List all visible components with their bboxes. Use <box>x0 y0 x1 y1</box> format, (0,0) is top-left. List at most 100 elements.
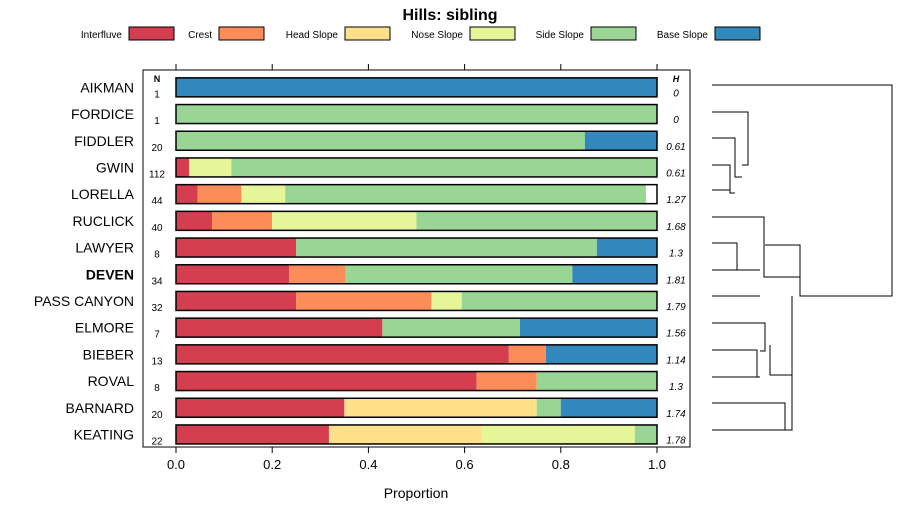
bar-segment-pass-canyon-nose-slope <box>431 291 462 311</box>
chart-title: Hills: sibling <box>402 7 497 24</box>
n-value-elmore: 7 <box>154 330 160 341</box>
bar-segment-barnard-base-slope <box>560 398 657 418</box>
legend-swatch-interfluve <box>128 26 175 41</box>
bar-segment-elmore-interfluve <box>176 318 383 338</box>
legend-label-interfluve: Interfluve <box>81 30 123 41</box>
n-value-barnard: 20 <box>151 410 163 421</box>
bar-segment-gwin-interfluve <box>176 157 189 177</box>
dendrogram <box>712 84 893 431</box>
category-label-aikman: AIKMAN <box>80 79 134 95</box>
bar-segment-fiddler-side-slope <box>176 131 585 151</box>
bar-outline-pass-canyon <box>175 290 658 312</box>
bar-segment-ruclick-side-slope <box>416 211 657 231</box>
bar-outline-bieber <box>175 344 658 365</box>
h-value-bieber: 1.14 <box>666 355 686 366</box>
dendrogram-branch <box>712 216 801 278</box>
h-value-lawyer: 1.3 <box>669 249 683 260</box>
dendrogram-branch <box>712 137 742 178</box>
h-value-fordice: 0 <box>673 115 679 126</box>
h-value-barnard: 1.74 <box>666 409 686 420</box>
legend-swatch-crest <box>218 26 265 41</box>
category-label-keating: KEATING <box>74 426 134 442</box>
x-tick-label: 0.6 <box>456 457 474 472</box>
x-axis: 0.0 0.2 0.4 0.6 0.8 1.0 <box>167 64 666 472</box>
bar-segment-lawyer-base-slope <box>596 238 657 258</box>
x-tick-label: 1.0 <box>648 457 666 472</box>
h-value-deven: 1.81 <box>666 275 685 286</box>
legend-swatch-head-slope <box>344 26 391 41</box>
n-value-roval: 8 <box>154 383 160 394</box>
bar-segment-fordice-side-slope <box>176 104 657 124</box>
legend-swatch-side-slope <box>590 26 637 41</box>
dendrogram-branch <box>712 322 766 352</box>
bar-segment-keating-interfluve <box>176 424 329 444</box>
n-value-ruclick: 40 <box>151 223 163 234</box>
legend-label-side-slope: Side Slope <box>536 30 585 41</box>
dendrogram-branch <box>712 242 760 271</box>
bar-segment-gwin-nose-slope <box>188 157 232 177</box>
x-axis-label: Proportion <box>384 485 449 501</box>
bar-segment-deven-base-slope <box>572 264 657 284</box>
bar-outline-fordice <box>175 103 658 125</box>
bar-segment-lorella-crest <box>197 184 242 204</box>
bar-segment-roval-side-slope <box>536 371 657 391</box>
legend-swatch-base-slope <box>714 26 761 41</box>
legend-label-base-slope: Base Slope <box>657 30 709 41</box>
n-value-fordice: 1 <box>154 116 160 127</box>
n-value-pass-canyon: 32 <box>151 303 163 314</box>
h-value-fiddler: 0.61 <box>666 142 685 153</box>
category-label-pass-canyon: PASS CANYON <box>34 293 134 309</box>
bar-segment-lorella-interfluve <box>176 184 198 204</box>
n-value-aikman: 1 <box>154 89 160 100</box>
h-value-lorella: 1.27 <box>666 195 686 206</box>
bar-segment-bieber-crest <box>508 344 546 364</box>
bar-segment-pass-canyon-side-slope <box>461 291 657 311</box>
bar-segment-roval-interfluve <box>176 371 477 391</box>
category-label-deven: DEVEN <box>86 266 134 282</box>
category-label-barnard: BARNARD <box>66 400 134 416</box>
h-value-pass-canyon: 1.79 <box>666 302 686 313</box>
dendrogram-branch <box>712 164 735 194</box>
bar-segment-deven-side-slope <box>345 264 573 284</box>
category-label-fordice: FORDICE <box>71 106 134 122</box>
h-value-gwin: 0.61 <box>666 168 685 179</box>
bar-segment-elmore-base-slope <box>519 318 657 338</box>
category-labels: AIKMAN 1 0 FORDICE 1 0 FIDDLER 20 0.61 GWIN 112 0.6… <box>34 79 686 447</box>
bar-segment-deven-interfluve <box>176 264 290 284</box>
category-label-lawyer: LAWYER <box>75 240 134 256</box>
bar-segment-ruclick-crest <box>212 211 273 231</box>
x-tick-label: 0.4 <box>359 457 377 472</box>
bar-segment-lorella-nose-slope <box>241 184 286 204</box>
bar-outline-barnard <box>175 397 658 418</box>
bar-outline-keating <box>175 424 658 445</box>
legend: Interfluve Crest Head Slope Nose Slope Side … <box>81 26 761 41</box>
h-value-elmore: 1.56 <box>666 329 686 340</box>
dendrogram-branch <box>712 345 793 431</box>
bar-segment-gwin-side-slope <box>231 157 657 177</box>
x-tick-label: 0.8 <box>552 457 570 472</box>
bar-segment-lorella-side-slope <box>285 184 646 204</box>
category-label-gwin: GWIN <box>96 159 134 175</box>
bar-segment-lawyer-interfluve <box>176 238 297 258</box>
h-value-keating: 1.78 <box>666 435 686 446</box>
x-tick-label: 0.2 <box>263 457 281 472</box>
bar-segment-barnard-interfluve <box>176 398 345 418</box>
n-value-keating: 22 <box>151 436 163 447</box>
h-value-ruclick: 1.68 <box>666 222 686 233</box>
bar-segment-bieber-interfluve <box>176 344 509 364</box>
dendrogram-branch <box>799 247 870 297</box>
x-tick-label: 0.0 <box>167 457 185 472</box>
legend-swatch-nose-slope <box>469 26 516 41</box>
bar-segment-roval-crest <box>476 371 537 391</box>
h-header: H <box>673 74 680 84</box>
bar-segment-fiddler-base-slope <box>584 131 657 151</box>
category-label-fiddler: FIDDLER <box>74 133 134 149</box>
n-value-fiddler: 20 <box>151 143 163 154</box>
bar-segment-elmore-side-slope <box>382 318 520 338</box>
plot-frame <box>142 69 691 448</box>
bar-outline-lawyer <box>175 237 658 258</box>
bar-outline-gwin <box>175 157 658 178</box>
n-header: N <box>154 74 161 84</box>
legend-label-head-slope: Head Slope <box>286 30 339 41</box>
